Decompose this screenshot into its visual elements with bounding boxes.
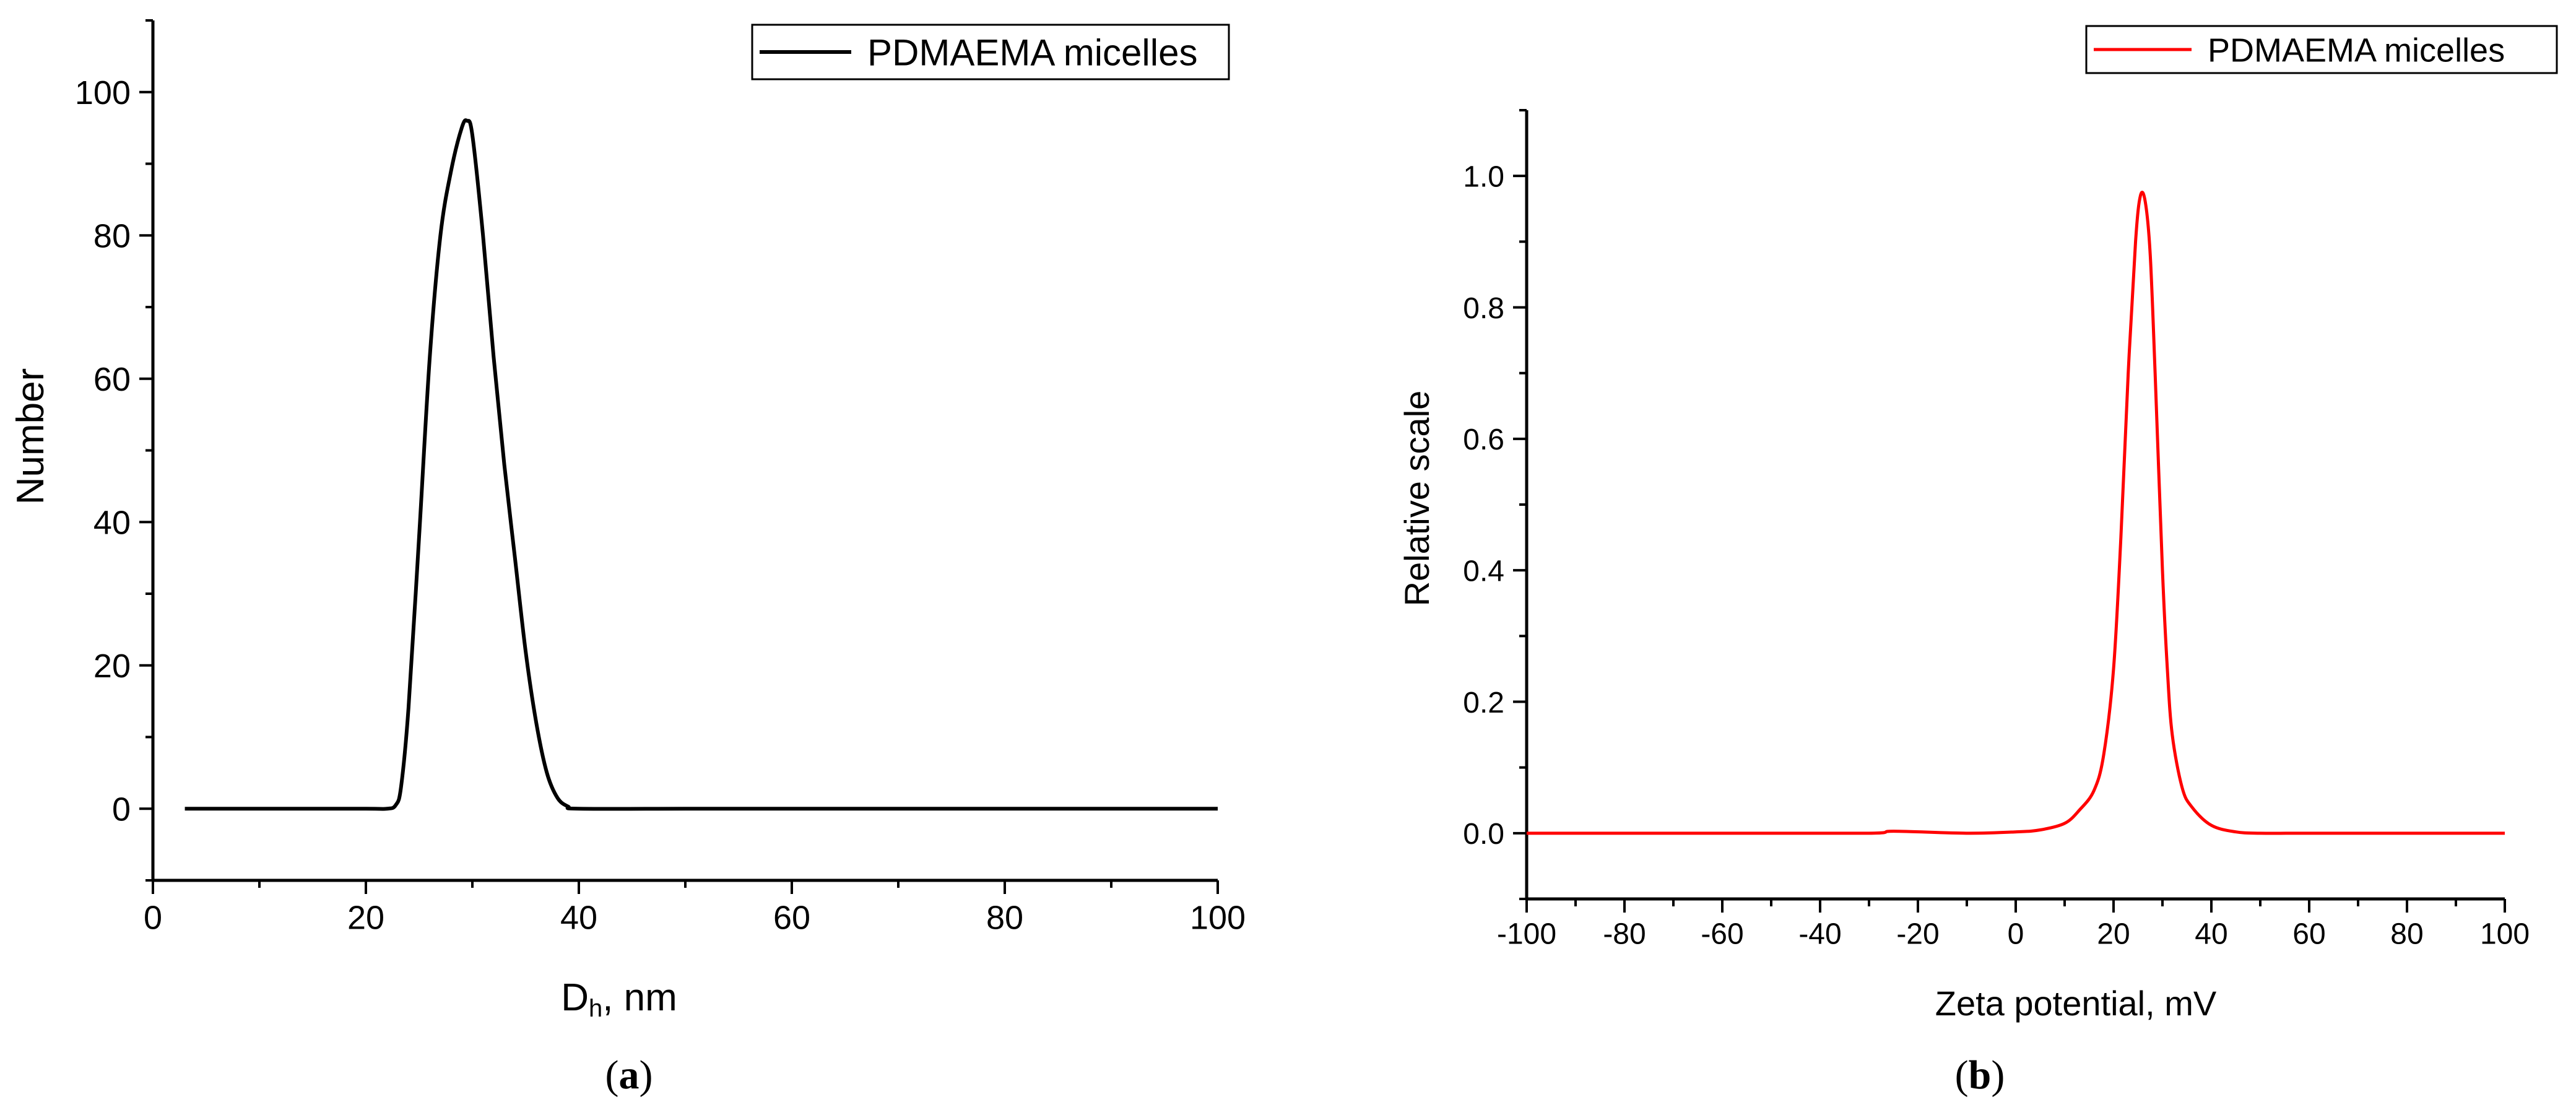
panel-b-label: (b) <box>1955 1052 2005 1098</box>
chart-a-x-tick-label: 80 <box>986 900 1023 937</box>
chart-b-x-tick-label: 40 <box>2195 918 2227 950</box>
chart-a-x-axis-label-rest: , nm <box>602 976 677 1019</box>
chart-b-x-tick-label: -40 <box>1798 918 1841 950</box>
chart-b-x-tick-label: 80 <box>2390 918 2423 950</box>
chart-a-ticks <box>139 19 1219 894</box>
chart-a-x-tick-label: 0 <box>144 900 162 937</box>
chart-b-y-axis-label: Relative scale <box>1397 391 1436 607</box>
chart-a-x-axis-label-main: D <box>561 976 589 1019</box>
chart-b-x-tick-label: -20 <box>1896 918 1939 950</box>
chart-a-legend-label: PDMAEMA micelles <box>867 32 1197 74</box>
chart-a-x-tick-label: 100 <box>1190 900 1246 937</box>
chart-a-x-tick-label: 60 <box>773 900 810 937</box>
panel-b-letter: b <box>1969 1052 1992 1098</box>
chart-a-y-tick-label: 80 <box>93 218 131 255</box>
chart-b-x-tick-label: -100 <box>1497 918 1556 950</box>
chart-b-y-tick-label: 0.8 <box>1463 292 1504 325</box>
chart-a-y-axis-label: Number <box>9 368 52 505</box>
chart-b-x-axis-label: Zeta potential, mV <box>1935 984 2217 1023</box>
chart-a-x-tick-labels: 0 20 40 60 80 100 <box>144 900 1246 937</box>
chart-b-y-tick-label: 0.2 <box>1463 687 1504 719</box>
chart-panel-b: -100 -80 -60 -40 -20 0 20 40 60 80 100 0.00.20.40.… <box>1397 25 2558 1098</box>
chart-panel-a: 0 20 40 60 80 100 0 20 40 60 80 100 PDMAEMA micell… <box>9 19 1246 1098</box>
chart-a-legend: PDMAEMA micelles <box>751 24 1230 80</box>
chart-b-y-tick-label: 1.0 <box>1463 160 1504 193</box>
chart-b-x-tick-label: -60 <box>1701 918 1743 950</box>
chart-b-x-tick-label: 20 <box>2097 918 2130 950</box>
chart-b-x-tick-label: 100 <box>2480 918 2530 950</box>
chart-a-x-tick-label: 40 <box>560 900 597 937</box>
chart-b-series-line <box>1527 191 2505 835</box>
chart-b-y-tick-label: 0.4 <box>1463 555 1504 588</box>
chart-a-y-tick-label: 0 <box>112 791 131 828</box>
chart-a-x-tick-label: 20 <box>347 900 384 937</box>
chart-a-y-tick-label: 100 <box>75 74 131 111</box>
chart-a-y-tick-label: 40 <box>93 505 131 542</box>
chart-b-y-tick-label: 0.0 <box>1463 818 1504 851</box>
chart-b-ticks <box>1513 109 2506 913</box>
chart-b-legend-label: PDMAEMA micelles <box>2208 32 2505 69</box>
chart-b-y-tick-labels: 0.0 0.2 0.4 0.6 0.8 1.0 <box>1463 160 1504 851</box>
chart-a-x-axis-label: Dh, nm <box>561 976 677 1022</box>
chart-b-x-tick-label: -80 <box>1603 918 1646 950</box>
chart-b-x-tick-label: 60 <box>2292 918 2325 950</box>
panel-a-letter: a <box>619 1052 640 1098</box>
panel-a-label: (a) <box>605 1052 653 1098</box>
chart-b-legend: PDMAEMA micelles <box>2085 25 2558 74</box>
chart-a-y-tick-label: 60 <box>93 361 131 398</box>
chart-a-y-tick-label: 20 <box>93 648 131 685</box>
chart-b-x-tick-labels: -100 -80 -60 -40 -20 0 20 40 60 80 100 <box>1497 918 2530 950</box>
chart-a-y-tick-labels: 0 20 40 60 80 100 <box>75 74 131 828</box>
chart-a-x-axis-label-subscript: h <box>589 995 602 1022</box>
chart-a-series-line <box>184 118 1218 811</box>
chart-b-x-tick-label: 0 <box>2008 918 2024 950</box>
chart-b-y-tick-label: 0.6 <box>1463 423 1504 456</box>
